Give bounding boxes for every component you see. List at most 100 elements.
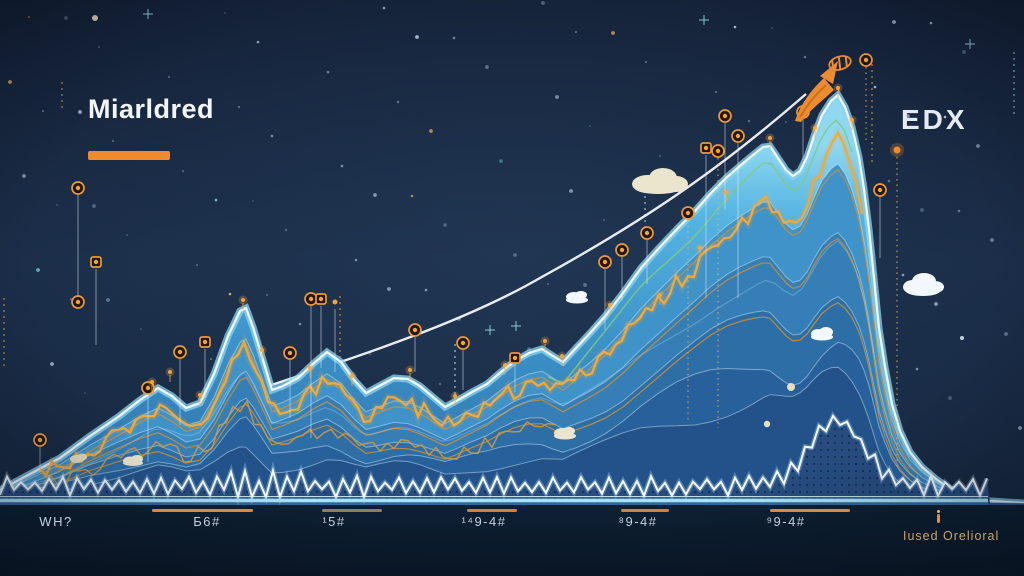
brand-logo: EDX xyxy=(901,104,968,135)
star xyxy=(990,238,994,242)
star xyxy=(611,31,615,35)
star xyxy=(715,91,717,93)
star xyxy=(934,302,938,306)
star xyxy=(28,16,30,18)
star xyxy=(429,129,433,133)
star xyxy=(387,287,391,291)
star xyxy=(92,204,96,208)
star xyxy=(415,35,419,39)
star xyxy=(547,283,549,285)
star xyxy=(962,50,966,54)
star xyxy=(326,70,330,74)
star xyxy=(583,283,587,287)
star xyxy=(733,25,737,29)
star xyxy=(771,27,773,29)
star xyxy=(42,110,44,112)
axis-tick-label: WH? xyxy=(39,514,73,529)
star xyxy=(438,382,442,386)
axis-tick-bar xyxy=(467,509,517,512)
star xyxy=(106,298,110,302)
star xyxy=(901,273,905,277)
star xyxy=(78,110,82,114)
star xyxy=(284,228,288,232)
star xyxy=(266,294,268,296)
star xyxy=(36,268,40,272)
footer-band xyxy=(0,505,1024,576)
star xyxy=(252,200,254,202)
axis-tick-bar xyxy=(152,509,253,512)
axis-tick-label: ¹⁴9-4# xyxy=(461,514,507,529)
star xyxy=(224,12,226,14)
star xyxy=(228,292,232,296)
title-underline xyxy=(88,151,170,160)
star xyxy=(948,396,952,400)
star xyxy=(575,31,577,33)
star xyxy=(569,189,573,193)
star xyxy=(452,36,456,40)
star xyxy=(873,85,877,89)
star xyxy=(499,159,503,163)
axis-tick-label: ⁸9-4# xyxy=(618,514,658,529)
spark-icon xyxy=(763,420,771,428)
star xyxy=(182,170,184,172)
star xyxy=(920,208,924,212)
star xyxy=(354,258,358,262)
star xyxy=(50,362,54,366)
star xyxy=(915,367,919,371)
star xyxy=(929,21,933,25)
star xyxy=(887,179,891,183)
star xyxy=(56,204,58,206)
star xyxy=(270,134,274,138)
star xyxy=(396,100,400,104)
star xyxy=(196,264,198,266)
star xyxy=(645,61,647,63)
star xyxy=(70,298,72,300)
star xyxy=(98,46,100,48)
axis-tick-label: Б6# xyxy=(193,514,221,529)
star xyxy=(84,392,86,394)
page-title: Miarldred xyxy=(88,94,215,124)
star xyxy=(485,65,489,69)
star xyxy=(892,20,896,24)
star xyxy=(1004,332,1008,336)
star xyxy=(373,193,377,197)
star xyxy=(64,16,68,20)
info-mark-icon xyxy=(937,510,940,523)
star xyxy=(210,358,212,360)
star xyxy=(555,95,559,99)
star xyxy=(22,174,26,178)
star xyxy=(214,198,218,202)
star xyxy=(803,55,807,59)
star xyxy=(168,76,170,78)
star xyxy=(256,40,260,44)
star xyxy=(8,80,12,84)
star xyxy=(603,219,605,221)
star xyxy=(589,125,591,127)
axis-tick-label: ¹5# xyxy=(322,514,346,529)
star xyxy=(443,223,447,227)
star xyxy=(957,209,961,213)
axis-tick-bar xyxy=(621,509,669,512)
spark-icon xyxy=(787,383,795,391)
star xyxy=(298,322,302,326)
star xyxy=(785,121,787,123)
axis-footnote: Iused Orelioral xyxy=(903,529,1000,543)
star xyxy=(747,119,751,123)
star xyxy=(340,164,344,168)
star xyxy=(659,155,661,157)
axis-tick-bar xyxy=(322,509,382,512)
star xyxy=(382,6,386,10)
star xyxy=(541,1,545,5)
axis-tick-bar xyxy=(770,509,850,512)
axis-tick-label: ⁹9-4# xyxy=(766,514,806,529)
star xyxy=(1018,426,1022,430)
star xyxy=(126,234,128,236)
star xyxy=(513,253,517,257)
star xyxy=(410,194,414,198)
star xyxy=(238,106,240,108)
star xyxy=(140,328,142,330)
star xyxy=(424,288,428,292)
star xyxy=(112,140,114,142)
